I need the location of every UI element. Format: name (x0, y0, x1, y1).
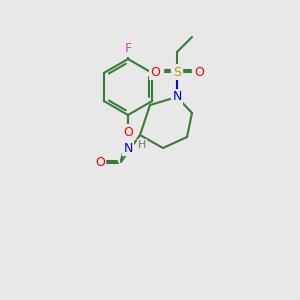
Text: H: H (138, 140, 146, 150)
Text: N: N (123, 142, 133, 154)
Text: O: O (123, 125, 133, 139)
Text: F: F (124, 43, 132, 56)
Text: N: N (172, 91, 182, 103)
Text: S: S (173, 65, 181, 79)
Text: O: O (194, 65, 204, 79)
Text: O: O (95, 157, 105, 169)
Text: O: O (150, 65, 160, 79)
